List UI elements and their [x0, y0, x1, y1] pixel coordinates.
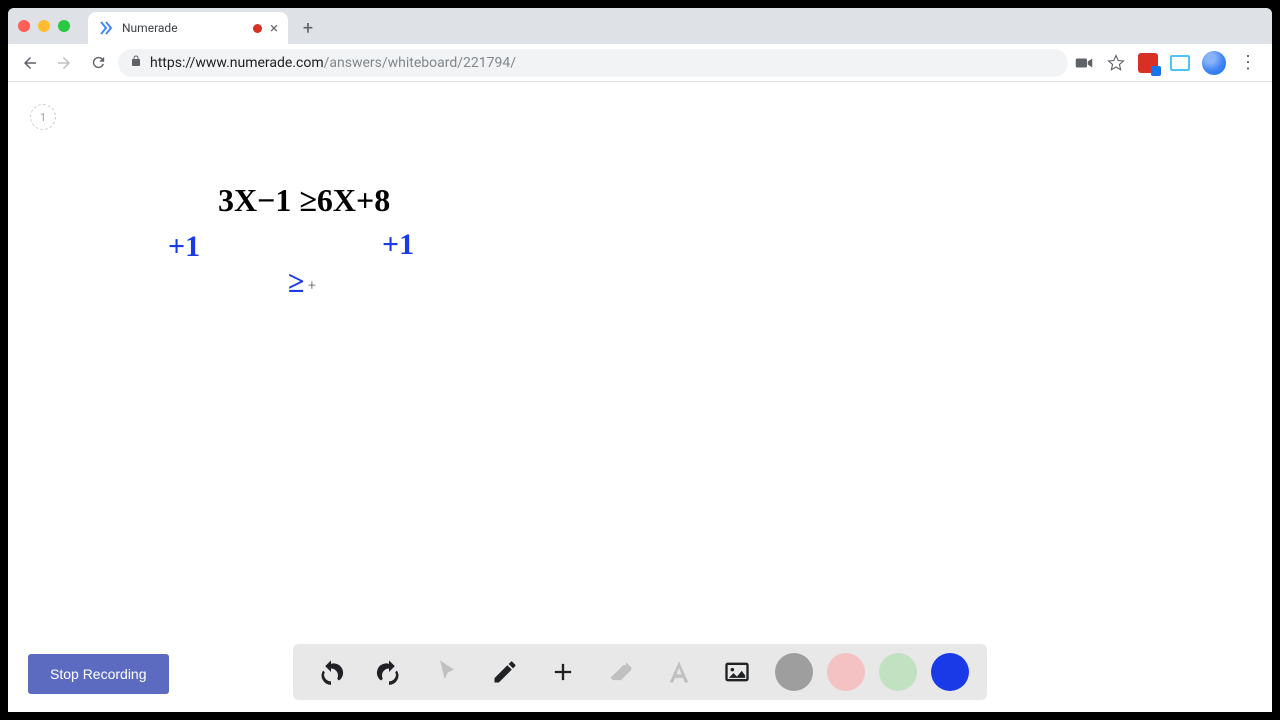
eraser-tool[interactable]	[601, 652, 641, 692]
text-tool[interactable]	[659, 652, 699, 692]
pen-tool[interactable]	[485, 652, 525, 692]
stop-recording-button[interactable]: Stop Recording	[28, 654, 169, 694]
star-icon[interactable]	[1106, 53, 1126, 73]
handwritten-text: +1	[382, 228, 414, 262]
url-input[interactable]: https://www.numerade.com/answers/whitebo…	[118, 49, 1068, 77]
undo-button[interactable]	[311, 652, 351, 692]
pointer-tool[interactable]	[427, 652, 467, 692]
browser-tab[interactable]: Numerade ×	[88, 12, 288, 44]
extension-2-icon[interactable]	[1170, 53, 1190, 73]
handwritten-text: +1	[168, 230, 200, 264]
recording-indicator-icon	[253, 24, 262, 33]
handwritten-text: 3X−1 ≥6X+8	[218, 182, 390, 219]
forward-button[interactable]	[50, 49, 78, 77]
window-controls	[18, 20, 70, 32]
tab-bar: Numerade × +	[8, 8, 1272, 44]
new-tab-button[interactable]: +	[294, 14, 322, 42]
color-swatch[interactable]	[827, 653, 865, 691]
page-indicator[interactable]: 1	[30, 104, 56, 130]
close-window-button[interactable]	[18, 20, 30, 32]
back-button[interactable]	[16, 49, 44, 77]
tab-title: Numerade	[122, 21, 245, 35]
redo-button[interactable]	[369, 652, 409, 692]
profile-avatar[interactable]	[1202, 51, 1226, 75]
image-tool[interactable]	[717, 652, 757, 692]
menu-button[interactable]: ⋮	[1238, 53, 1258, 73]
handwritten-text: ≥	[288, 266, 304, 300]
color-swatch[interactable]	[775, 653, 813, 691]
color-swatch[interactable]	[879, 653, 917, 691]
tab-favicon-icon	[98, 20, 114, 36]
browser-window: Numerade × + https://www.numerade.com/an…	[8, 8, 1272, 712]
toolbar-right: ⋮	[1074, 51, 1264, 75]
whiteboard-canvas[interactable]: 1 3X−1 ≥6X+8 +1 +1 ≥ + Stop Recording	[8, 82, 1272, 712]
color-swatch[interactable]	[931, 653, 969, 691]
drawing-toolbar	[293, 644, 987, 700]
lock-icon	[130, 55, 142, 70]
close-tab-button[interactable]: ×	[270, 19, 278, 37]
maximize-window-button[interactable]	[58, 20, 70, 32]
cursor-crosshair-icon: +	[308, 278, 316, 294]
extension-1-icon[interactable]	[1138, 53, 1158, 73]
add-tool[interactable]	[543, 652, 583, 692]
camera-icon[interactable]	[1074, 53, 1094, 73]
url-host: https://www.numerade.com/answers/whitebo…	[150, 55, 516, 71]
reload-button[interactable]	[84, 49, 112, 77]
address-bar: https://www.numerade.com/answers/whitebo…	[8, 44, 1272, 82]
minimize-window-button[interactable]	[38, 20, 50, 32]
